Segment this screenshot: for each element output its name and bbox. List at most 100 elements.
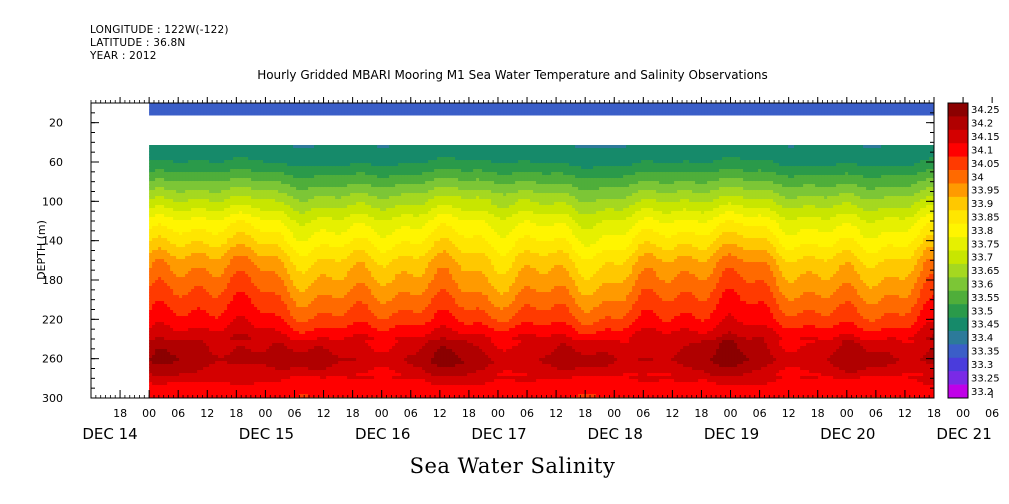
heat-cell <box>260 226 264 230</box>
heat-cell <box>305 295 309 299</box>
heat-cell <box>302 112 306 116</box>
heat-cell <box>173 202 177 206</box>
heat-cell <box>266 205 270 209</box>
heat-cell <box>164 358 168 362</box>
heat-cell <box>170 373 174 377</box>
heat-cell <box>314 310 318 314</box>
heat-cell <box>170 295 174 299</box>
heat-cell <box>170 184 174 188</box>
heat-cell <box>203 304 207 308</box>
heat-cell <box>263 223 267 227</box>
heat-cell <box>191 328 195 332</box>
heat-cell <box>206 319 210 323</box>
heat-cell <box>293 334 297 338</box>
heat-cell <box>200 112 204 116</box>
heat-cell <box>200 193 204 197</box>
heat-cell <box>161 202 165 206</box>
heat-cell <box>218 382 222 386</box>
heat-cell <box>206 154 210 158</box>
heat-cell <box>266 145 270 149</box>
heat-cell <box>245 145 249 149</box>
heat-cell <box>269 328 273 332</box>
heat-cell <box>248 295 252 299</box>
heat-cell <box>290 163 294 167</box>
heat-cell <box>167 328 171 332</box>
heat-cell <box>155 331 159 335</box>
heat-cell <box>293 262 297 266</box>
heat-cell <box>203 166 207 170</box>
heat-cell <box>197 340 201 344</box>
heat-cell <box>296 250 300 254</box>
heat-cell <box>164 109 168 113</box>
heat-cell <box>194 307 198 311</box>
heat-cell <box>224 163 228 167</box>
heat-cell <box>290 106 294 110</box>
heat-cell <box>200 226 204 230</box>
heat-cell <box>167 217 171 221</box>
heat-cell <box>212 319 216 323</box>
heat-cell <box>308 367 312 371</box>
heat-cell <box>233 301 237 305</box>
heat-cell <box>281 184 285 188</box>
heat-cell <box>152 367 156 371</box>
heat-cell <box>263 256 267 260</box>
heat-cell <box>260 247 264 251</box>
heat-cell <box>290 295 294 299</box>
heat-cell <box>206 256 210 260</box>
heat-cell <box>203 382 207 386</box>
heat-cell <box>149 259 153 263</box>
heat-cell <box>233 304 237 308</box>
heat-cell <box>242 388 246 392</box>
heat-cell <box>230 178 234 182</box>
heat-cell <box>269 286 273 290</box>
heat-cell <box>296 358 300 362</box>
heat-cell <box>236 205 240 209</box>
heat-cell <box>203 355 207 359</box>
heat-cell <box>260 382 264 386</box>
heat-cell <box>221 214 225 218</box>
heat-cell <box>224 172 228 176</box>
heat-cell <box>248 232 252 236</box>
heat-cell <box>218 385 222 389</box>
heat-cell <box>272 304 276 308</box>
heat-cell <box>281 304 285 308</box>
heat-cell <box>293 361 297 365</box>
heat-cell <box>197 238 201 242</box>
heat-cell <box>293 247 297 251</box>
heat-cell <box>188 232 192 236</box>
heat-cell <box>242 178 246 182</box>
heat-cell <box>248 358 252 362</box>
heat-cell <box>236 169 240 173</box>
heat-cell <box>155 217 159 221</box>
heat-cell <box>233 178 237 182</box>
heat-cell <box>200 376 204 380</box>
heat-cell <box>314 208 318 212</box>
heat-cell <box>251 241 255 245</box>
heat-cell <box>254 262 258 266</box>
heat-cell <box>239 316 243 320</box>
heat-cell <box>221 307 225 311</box>
heat-cell <box>308 310 312 314</box>
heat-cell <box>254 328 258 332</box>
heat-cell <box>152 346 156 350</box>
heat-cell <box>158 259 162 263</box>
heat-cell <box>236 382 240 386</box>
heat-cell <box>161 112 165 116</box>
heat-cell <box>173 355 177 359</box>
heat-cell <box>170 289 174 293</box>
heat-cell <box>263 106 267 110</box>
heat-cell <box>176 238 180 242</box>
heat-cell <box>251 376 255 380</box>
heat-cell <box>293 241 297 245</box>
heat-cell <box>215 301 219 305</box>
heat-cell <box>314 346 318 350</box>
heat-cell <box>191 310 195 314</box>
heat-cell <box>302 238 306 242</box>
heat-cell <box>311 211 315 215</box>
heat-cell <box>194 172 198 176</box>
heat-cell <box>173 148 177 152</box>
heat-cell <box>209 202 213 206</box>
heat-cell <box>308 241 312 245</box>
heat-cell <box>293 373 297 377</box>
heat-cell <box>212 106 216 110</box>
